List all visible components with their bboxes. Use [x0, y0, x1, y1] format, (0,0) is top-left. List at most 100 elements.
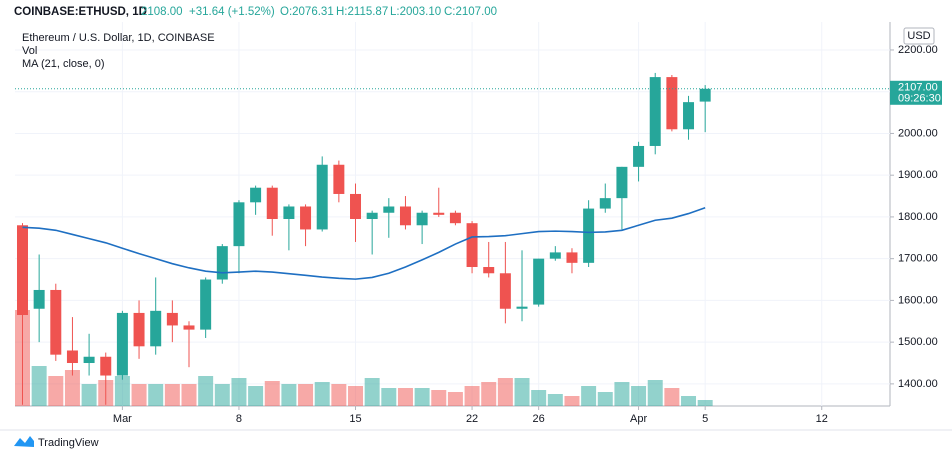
candle-body [683, 102, 695, 130]
volume-bar [31, 366, 47, 406]
candle-body [333, 164, 345, 194]
last-price-label: 2107.00 [898, 82, 938, 94]
volume-bar [114, 376, 130, 406]
candle-body [266, 187, 278, 220]
volume-bar [464, 386, 480, 406]
low: L:2003.10 [390, 6, 441, 18]
y-tick-label: 2200.00 [898, 44, 938, 56]
x-tick-label: 15 [349, 413, 361, 425]
candle-body [616, 166, 628, 199]
volume-bar [364, 378, 380, 406]
candle-body [166, 312, 178, 326]
close: C:2107.00 [444, 6, 497, 18]
legend-ma: MA (21, close, 0) [22, 58, 105, 70]
candle-body [300, 206, 312, 230]
volume-bar [148, 384, 164, 406]
candle-body [233, 202, 245, 247]
open: O:2076.31 [280, 6, 334, 18]
candle-body [649, 77, 661, 146]
candle-body [133, 312, 145, 347]
x-tick-label: Mar [113, 413, 132, 425]
candle-body [516, 306, 528, 309]
y-tick-label: 1800.00 [898, 211, 938, 223]
candle-body [250, 187, 262, 203]
logo-icon[interactable] [14, 436, 34, 447]
currency-box[interactable] [903, 27, 935, 45]
volume-bar [248, 386, 264, 406]
volume-bar [647, 380, 663, 406]
candle-body [366, 212, 378, 220]
volume-bar [214, 384, 230, 406]
volume-bar [348, 386, 364, 406]
candle-body [599, 198, 611, 209]
volume-bar [264, 381, 280, 406]
legend-title: Ethereum / U.S. Dollar, 1D, COINBASE [22, 32, 215, 44]
candle-body [533, 258, 545, 305]
volume-bar [614, 382, 630, 406]
volume-bar [131, 384, 147, 406]
volume-bar [664, 388, 680, 406]
candle-body [316, 164, 328, 230]
y-tick-label: 1600.00 [898, 294, 938, 306]
candle-body [150, 310, 162, 347]
candle-body [216, 246, 228, 280]
volume-bar [331, 384, 347, 406]
candle-body [433, 212, 445, 215]
y-tick-label: 1900.00 [898, 169, 938, 181]
candle-body [183, 325, 195, 330]
y-tick-label: 1500.00 [898, 336, 938, 348]
symbol: COINBASE:ETHUSD, 1D [14, 6, 147, 18]
candle-body [383, 206, 395, 213]
change: +31.64 (+1.52%) [189, 6, 275, 18]
candle-body [350, 193, 362, 220]
currency[interactable]: USD [907, 30, 930, 42]
volume-bar [231, 378, 247, 406]
volume-bar [198, 376, 214, 406]
legend-volume: Vol [22, 45, 37, 57]
y-tick-label: 2000.00 [898, 127, 938, 139]
volume-bar [531, 390, 547, 406]
plot [15, 22, 890, 406]
volume-bar [281, 384, 297, 406]
volume-bar [314, 382, 330, 406]
volume-bar [631, 386, 647, 406]
volume-bar [181, 384, 197, 406]
candle-body [399, 206, 411, 226]
volume-bar [697, 400, 713, 406]
ma-line [22, 206, 706, 280]
candle-body [483, 267, 495, 274]
candle-body [666, 77, 678, 130]
x-tick-label: 8 [236, 413, 242, 425]
candle-body [499, 273, 511, 309]
volume-bar [48, 376, 64, 406]
volume-bar [431, 390, 447, 406]
high: H:2115.87 [336, 6, 388, 18]
x-tick-label: 12 [816, 413, 828, 425]
logo[interactable]: TradingView [14, 436, 99, 449]
volume-bar [581, 386, 597, 406]
candle-body [33, 289, 45, 309]
volume-bar [414, 388, 430, 406]
price: 2108.00 [141, 6, 183, 18]
candle-body [549, 252, 561, 259]
x-tick-label: 26 [533, 413, 545, 425]
y-tick-label: 1700.00 [898, 253, 938, 265]
candle-body [100, 356, 112, 376]
candle-body [566, 252, 578, 263]
volume-bar [64, 370, 80, 406]
volume-bar [397, 388, 413, 406]
volume-bar [447, 392, 463, 406]
candle-body [50, 289, 62, 355]
x-tick-label: 5 [702, 413, 708, 425]
volume-bar [597, 392, 613, 406]
candle-body [83, 356, 95, 364]
candle-body [200, 279, 212, 330]
candle-body [116, 312, 128, 376]
brand[interactable]: TradingView [38, 437, 99, 449]
volume-bar [164, 384, 180, 406]
candle-body [583, 208, 595, 263]
candle-body [633, 145, 645, 167]
volume-bar [497, 378, 513, 406]
candle-body [416, 212, 428, 226]
